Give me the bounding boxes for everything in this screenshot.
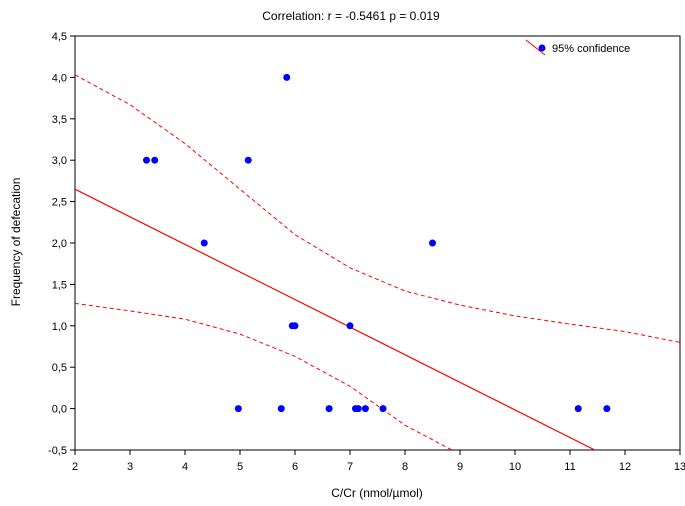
data-point [429, 239, 436, 247]
data-point [291, 322, 299, 330]
y-tick-label: 2,0 [52, 238, 67, 250]
confidence-upper-line [75, 74, 680, 343]
data-point [354, 405, 362, 413]
data-point [244, 156, 252, 164]
data-point [277, 405, 285, 413]
y-tick-label: 3,5 [52, 114, 67, 126]
data-point [361, 405, 369, 413]
data-point [151, 156, 159, 164]
x-tick-label: 6 [292, 461, 298, 473]
legend: 95% confidence [525, 39, 630, 56]
x-tick-label: 4 [182, 461, 188, 473]
data-point [379, 405, 387, 413]
y-tick-label: 0,0 [52, 404, 67, 416]
data-point [143, 156, 150, 164]
y-tick-label: 3,0 [52, 155, 67, 167]
plot-frame [74, 35, 681, 451]
chart-title: Correlation: r = -0.5461 p = 0.019 [262, 9, 440, 23]
data-point [603, 405, 611, 413]
y-tick-label: 4,5 [52, 31, 67, 43]
y-tick-label: 0,5 [52, 362, 67, 374]
x-tick-label: 2 [72, 461, 78, 473]
x-tick-label: 7 [347, 461, 353, 473]
y-tick-label: 1,5 [52, 279, 67, 291]
y-tick-label: 1,0 [52, 321, 67, 333]
data-point [346, 322, 354, 330]
data-point [200, 239, 208, 247]
x-tick-label: 8 [402, 461, 408, 473]
x-tick-label: 13 [674, 461, 685, 473]
legend-line-swatch [525, 39, 546, 56]
legend-label: 95% confidence [552, 43, 630, 55]
legend-point-swatch [538, 44, 546, 52]
x-axis-label: C/Cr (nmol/µmol) [331, 486, 423, 500]
x-tick-label: 11 [564, 461, 575, 473]
data-point [234, 405, 242, 413]
regression-line [75, 188, 596, 450]
x-tick-label: 5 [237, 461, 243, 473]
x-tick-label: 3 [127, 461, 133, 473]
y-tick-label: -0,5 [48, 445, 67, 457]
x-tick-label: 9 [457, 461, 463, 473]
data-point [283, 73, 291, 81]
y-tick-label: 4,0 [52, 72, 67, 84]
y-axis-label: Frequency of defecation [9, 178, 23, 307]
confidence-lower-line [75, 302, 453, 450]
x-tick-label: 12 [619, 461, 631, 473]
x-tick-label: 10 [509, 461, 521, 473]
data-point [574, 405, 582, 413]
data-point [325, 405, 333, 413]
plot-area: 2 3 4 5 6 7 8 9 10 11 12 13 -0,5 0,0 0,5 1,0 1,5 2,0 2,5 3,… [48, 31, 685, 473]
y-tick-label: 2,5 [52, 197, 67, 209]
